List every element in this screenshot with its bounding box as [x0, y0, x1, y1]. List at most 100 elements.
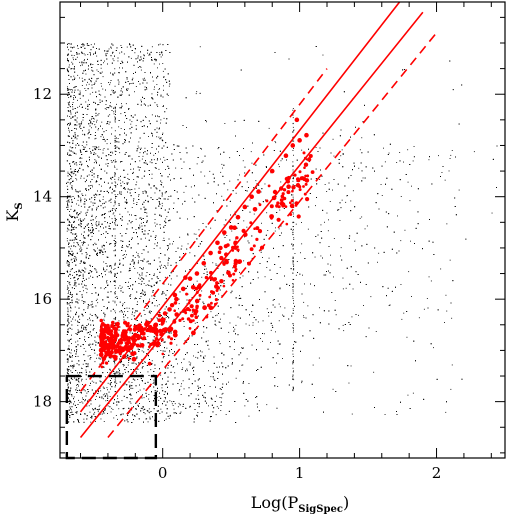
background-point	[451, 317, 453, 319]
background-point	[242, 160, 244, 162]
background-point	[159, 247, 161, 249]
background-point	[101, 245, 103, 247]
background-point	[204, 175, 206, 177]
background-point	[151, 311, 152, 312]
background-point	[76, 387, 78, 389]
background-point	[358, 314, 359, 316]
background-point	[99, 149, 101, 150]
background-point	[78, 381, 80, 383]
background-point	[73, 97, 74, 99]
background-point	[203, 331, 205, 333]
background-point	[119, 193, 121, 195]
background-point	[275, 227, 276, 229]
background-point	[154, 243, 156, 245]
background-point	[68, 229, 70, 231]
background-point	[401, 318, 403, 320]
background-point	[145, 208, 147, 210]
background-point	[151, 173, 153, 175]
background-point	[133, 266, 134, 267]
background-point	[160, 175, 162, 177]
background-point	[116, 296, 118, 297]
background-point	[94, 411, 96, 413]
background-point	[112, 409, 114, 410]
background-point	[101, 185, 102, 187]
background-point	[88, 277, 90, 279]
background-point	[86, 84, 87, 86]
background-point	[345, 287, 347, 289]
background-point	[268, 257, 270, 259]
background-point	[132, 387, 134, 389]
background-point	[109, 406, 111, 408]
background-point	[80, 201, 82, 203]
background-point	[80, 197, 82, 199]
background-point	[334, 300, 336, 301]
background-point	[82, 397, 83, 399]
background-point	[83, 203, 85, 205]
background-point	[168, 417, 170, 419]
background-point	[106, 52, 108, 54]
background-point	[68, 224, 70, 225]
background-point	[312, 364, 314, 366]
background-point	[73, 220, 75, 222]
background-point	[162, 357, 164, 359]
background-point	[68, 220, 70, 222]
background-point	[79, 248, 81, 250]
background-point	[221, 397, 223, 399]
background-point	[160, 345, 161, 346]
background-point	[81, 85, 83, 86]
background-point	[158, 396, 160, 397]
background-point	[67, 293, 69, 294]
background-point	[91, 214, 93, 216]
background-point	[80, 392, 82, 394]
background-point	[93, 162, 95, 164]
background-point	[182, 367, 184, 369]
background-point	[228, 381, 229, 383]
background-point	[75, 153, 77, 155]
background-point	[82, 327, 84, 329]
background-point	[106, 256, 108, 258]
background-point	[70, 327, 71, 329]
background-point	[85, 287, 87, 289]
background-point	[220, 318, 221, 320]
background-point	[100, 67, 102, 69]
background-point	[278, 166, 280, 168]
background-point	[117, 401, 119, 403]
background-point	[129, 270, 131, 271]
background-point	[78, 204, 80, 206]
background-point	[68, 253, 70, 255]
background-point	[75, 411, 77, 413]
background-point	[135, 86, 137, 87]
background-point	[74, 401, 75, 403]
background-point	[268, 315, 270, 317]
background-point	[81, 250, 82, 252]
background-point	[113, 250, 115, 252]
background-point	[117, 138, 119, 139]
background-point	[79, 61, 81, 63]
background-point	[89, 411, 91, 413]
background-point	[82, 113, 84, 115]
background-point	[164, 192, 166, 194]
background-point	[148, 411, 150, 413]
background-point	[168, 85, 170, 87]
background-point	[119, 52, 121, 54]
background-point	[76, 164, 78, 166]
background-point	[340, 155, 342, 157]
background-point	[68, 149, 70, 151]
background-point	[126, 356, 127, 358]
background-point	[78, 315, 80, 317]
background-point	[198, 402, 200, 404]
background-point	[141, 408, 143, 409]
background-point	[451, 364, 453, 366]
background-point	[112, 152, 114, 154]
background-point	[67, 61, 69, 63]
background-point	[138, 228, 140, 230]
background-point	[93, 176, 95, 178]
background-point	[242, 348, 243, 349]
background-point	[165, 321, 167, 323]
background-point	[209, 386, 211, 387]
background-point	[100, 83, 102, 84]
background-point	[84, 400, 86, 402]
background-point	[81, 401, 83, 403]
background-point	[301, 382, 303, 384]
